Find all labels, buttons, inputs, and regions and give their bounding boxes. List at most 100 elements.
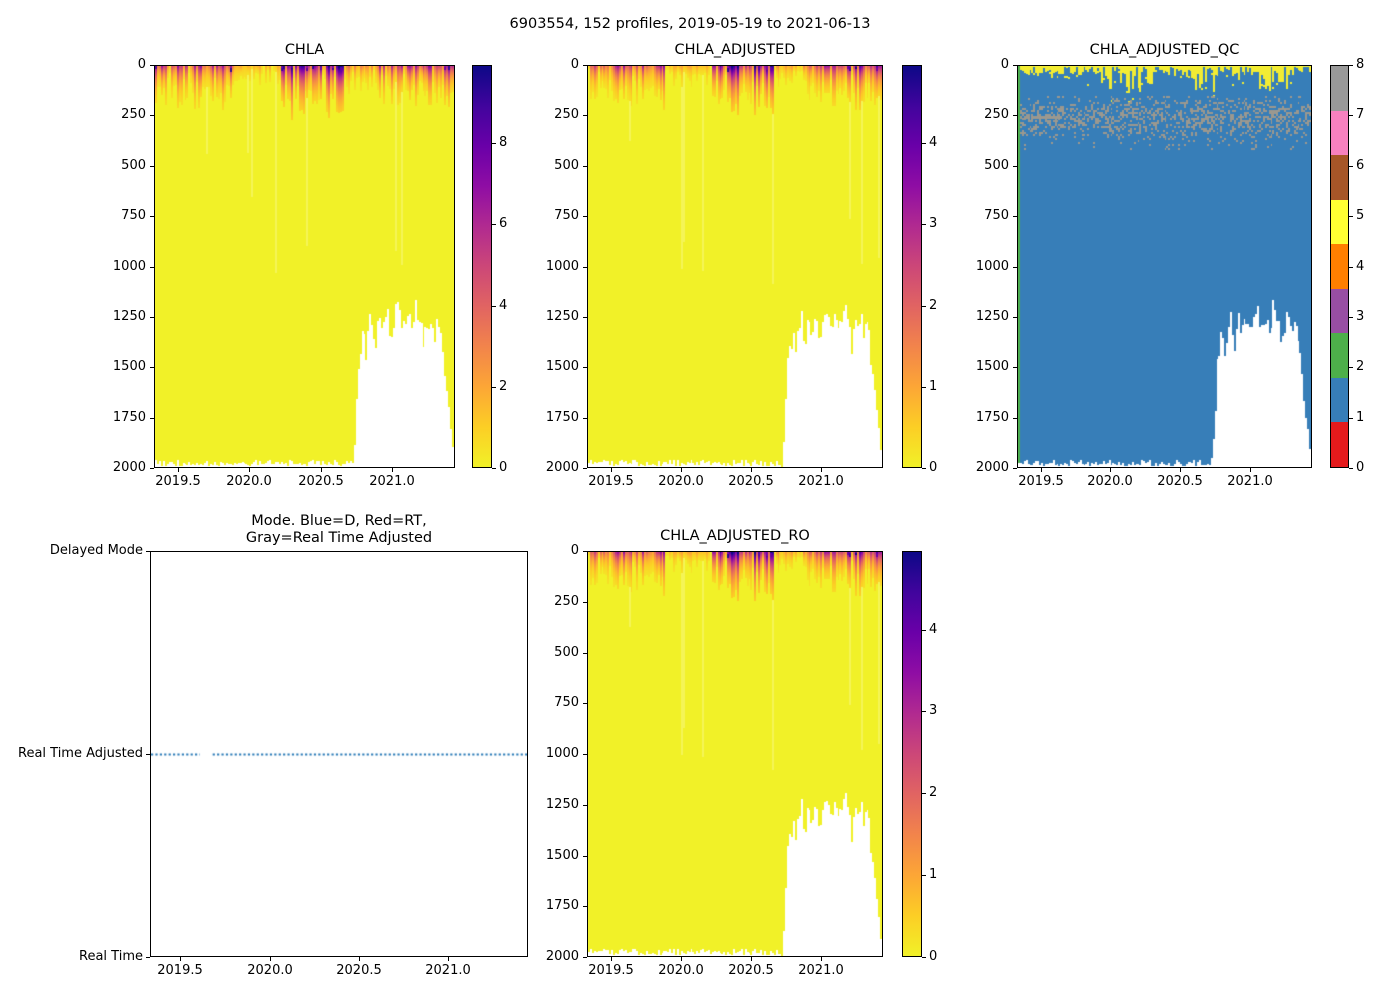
y-tick-mark [1013, 115, 1017, 116]
depth-tick-label: 750 [984, 208, 1009, 223]
depth-tick-label: 2000 [545, 949, 579, 964]
y-tick-mark [583, 367, 587, 368]
y-tick-mark [150, 65, 154, 66]
colorbar-tick-mark [492, 306, 496, 307]
x-tick-label: 2020.0 [1087, 474, 1133, 489]
colorbar-tick-label: 2 [1356, 359, 1365, 374]
colorbar-tick-label: 7 [1356, 107, 1365, 122]
x-tick-mark [611, 957, 612, 961]
colorbar-tick-label: 2 [499, 379, 508, 394]
chla-canvas [155, 66, 454, 467]
colorbar-tick-mark [922, 793, 926, 794]
x-tick-mark [681, 468, 682, 472]
colorbar-tick-label: 5 [1356, 208, 1365, 223]
x-tick-label: 2019.5 [588, 963, 634, 978]
depth-tick-label: 1500 [112, 359, 146, 374]
y-tick-mark [146, 957, 150, 958]
colorbar-tick-label: 1 [1356, 410, 1365, 425]
colorbar-tick-label: 4 [929, 135, 938, 150]
chla-adjusted-ro-canvas [588, 552, 882, 956]
depth-tick-label: 2000 [545, 460, 579, 475]
chla-adjusted-qc-canvas [1018, 66, 1311, 467]
colorbar-tick-label: 6 [1356, 158, 1365, 173]
qc-flag-segment-3 [1331, 288, 1348, 334]
depth-tick-label: 0 [570, 543, 579, 558]
y-tick-mark [583, 906, 587, 907]
depth-tick-label: 750 [554, 208, 579, 223]
y-tick-mark [150, 166, 154, 167]
chla-adjusted-canvas [588, 66, 882, 467]
colorbar-tick-label: 0 [499, 460, 508, 475]
y-tick-mark [583, 468, 587, 469]
panel-mode [150, 551, 528, 957]
x-tick-mark [1250, 468, 1251, 472]
x-tick-label: 2021.0 [1227, 474, 1273, 489]
depth-tick-label: 1500 [545, 848, 579, 863]
colorbar-tick-mark [1349, 216, 1353, 217]
depth-tick-label: 1750 [545, 898, 579, 913]
colorbar-tick-label: 8 [499, 135, 508, 150]
colorbar-tick-label: 6 [499, 216, 508, 231]
y-tick-mark [1013, 367, 1017, 368]
colorbar-tick-label: 0 [929, 460, 938, 475]
mode-y-tick-label: Real Time Adjusted [18, 746, 143, 761]
depth-tick-label: 0 [137, 57, 146, 72]
colorbar-tick-mark [1349, 267, 1353, 268]
y-tick-mark [583, 957, 587, 958]
y-tick-mark [1013, 468, 1017, 469]
x-tick-label: 2021.0 [798, 474, 844, 489]
colorbar-tick-mark [1349, 367, 1353, 368]
panel-title-chla-adjusted-qc: CHLA_ADJUSTED_QC [1089, 42, 1240, 58]
x-tick-mark [270, 957, 271, 961]
qc-flag-segment-8 [1331, 66, 1348, 111]
panel-chla-adjusted-qc [1017, 65, 1312, 468]
colorbar-tick-label: 2 [929, 298, 938, 313]
x-tick-mark [1180, 468, 1181, 472]
colorbar-tick-mark [1349, 317, 1353, 318]
depth-tick-label: 1750 [545, 410, 579, 425]
colorbar-tick-mark [1349, 115, 1353, 116]
depth-tick-label: 1250 [112, 309, 146, 324]
depth-tick-label: 1000 [112, 259, 146, 274]
x-tick-mark [821, 957, 822, 961]
y-tick-mark [150, 468, 154, 469]
depth-tick-label: 500 [121, 158, 146, 173]
x-tick-label: 2020.5 [336, 963, 382, 978]
colorbar-tick-mark [1349, 468, 1353, 469]
colorbar-tick-label: 3 [929, 216, 938, 231]
mode-y-tick-label: Delayed Mode [49, 543, 143, 558]
colorbar-tick-mark [492, 143, 496, 144]
depth-tick-label: 1000 [975, 259, 1009, 274]
colorbar-chla-adjusted [902, 65, 922, 468]
colorbar-tick-label: 4 [499, 298, 508, 313]
x-tick-mark [681, 957, 682, 961]
colorbar-tick-mark [1349, 65, 1353, 66]
y-tick-mark [1013, 216, 1017, 217]
y-tick-mark [583, 551, 587, 552]
depth-tick-label: 500 [984, 158, 1009, 173]
y-tick-mark [150, 367, 154, 368]
x-tick-label: 2020.5 [728, 474, 774, 489]
x-tick-label: 2020.5 [1157, 474, 1203, 489]
depth-tick-label: 0 [1000, 57, 1009, 72]
colorbar-chla-adjusted-ro [902, 551, 922, 957]
colorbar-tick-mark [922, 387, 926, 388]
x-tick-mark [448, 957, 449, 961]
y-tick-mark [150, 418, 154, 419]
y-tick-mark [583, 65, 587, 66]
depth-tick-label: 500 [554, 645, 579, 660]
depth-tick-label: 1750 [112, 410, 146, 425]
x-tick-label: 2020.0 [658, 963, 704, 978]
x-tick-label: 2020.0 [658, 474, 704, 489]
panel-chla-adjusted [587, 65, 883, 468]
colorbar-tick-mark [492, 224, 496, 225]
x-tick-label: 2019.5 [588, 474, 634, 489]
figure-title: 6903554, 152 profiles, 2019-05-19 to 202… [509, 16, 871, 32]
x-tick-mark [249, 468, 250, 472]
x-tick-label: 2021.0 [425, 963, 471, 978]
x-tick-label: 2021.0 [798, 963, 844, 978]
depth-tick-label: 2000 [975, 460, 1009, 475]
colorbar-tick-label: 0 [929, 949, 938, 964]
x-tick-label: 2019.5 [1018, 474, 1064, 489]
